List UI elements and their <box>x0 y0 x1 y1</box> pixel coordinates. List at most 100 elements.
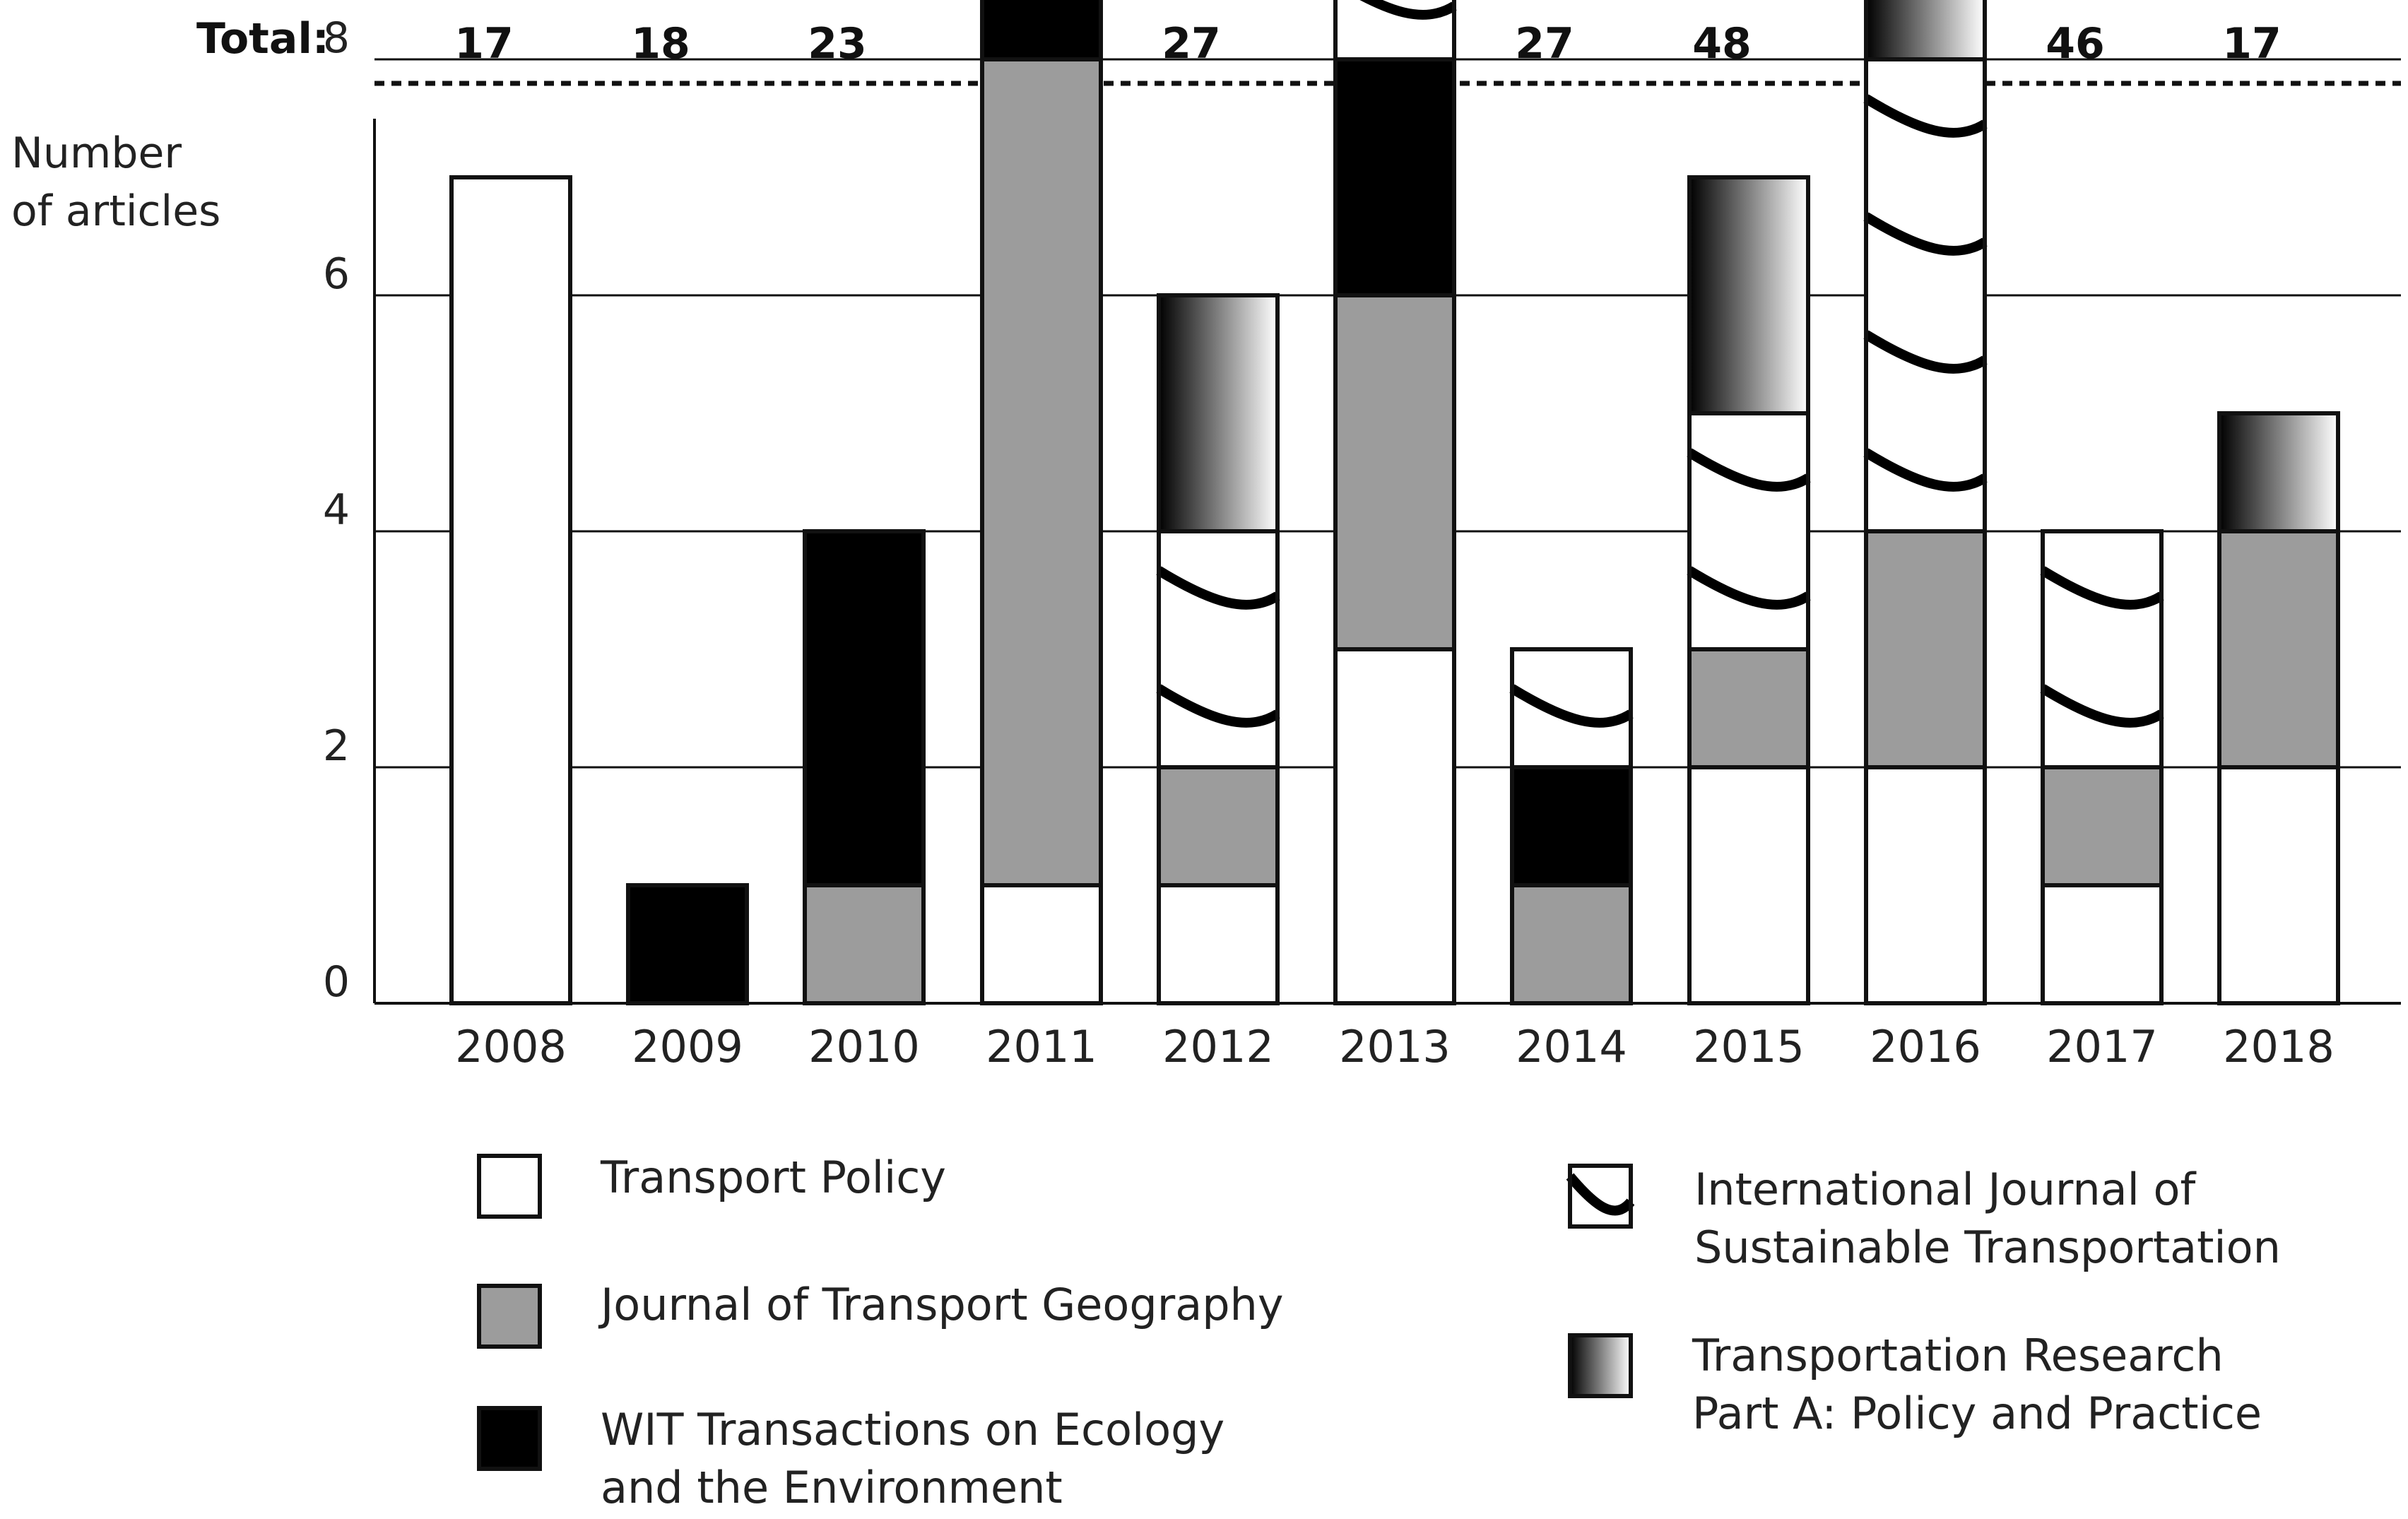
bar-segment-border <box>1568 1164 1633 1229</box>
wave-stroke <box>1687 566 1811 610</box>
bar-segment-2012-1 <box>1157 765 1280 887</box>
bar-segment-fill <box>1335 649 1454 1003</box>
bar-segment-fill <box>1866 531 1985 767</box>
total-value: 17 <box>454 19 514 69</box>
bar-2012 <box>1156 293 1280 1005</box>
wave-stroke <box>1509 684 1634 728</box>
bar-segment-fill <box>1866 59 1985 531</box>
legend-label: Transportation Research <box>1692 1330 2224 1381</box>
legend-label: Journal of Transport Geography <box>598 1279 1284 1330</box>
bar-segment-2018-1 <box>2217 529 2340 769</box>
legend-item: Journal of Transport Geography <box>477 1279 1284 1349</box>
bar-segment-border <box>1333 0 1456 61</box>
x-tick-label: 2018 <box>2223 1021 2335 1072</box>
bar-segment-border <box>1687 175 1810 415</box>
y-tick-label: 2 <box>323 721 350 771</box>
wave-stroke <box>2040 566 2164 610</box>
bar-segment-border <box>2217 411 2340 533</box>
bar-2014 <box>1509 647 1634 1005</box>
total-value: 18 <box>631 19 690 69</box>
bar-segment-2015-0 <box>1687 765 1810 1005</box>
bar-segment-fill <box>805 531 923 885</box>
bars <box>449 0 2340 1005</box>
bar-segment-border <box>1568 1333 1633 1398</box>
bar-segment-2016-4 <box>1864 0 1987 61</box>
total-value: 17 <box>2222 19 2282 69</box>
bar-segment-2018-0 <box>2217 765 2340 1005</box>
bar-segment-2016-3 <box>1863 57 1988 533</box>
bar-segment-fill <box>1866 767 1985 1003</box>
legend-label: Sustainable Transportation <box>1694 1222 2281 1273</box>
bar-2015 <box>1687 175 1811 1005</box>
bar-segment-2009-2 <box>626 883 749 1005</box>
bar-segment-2015-4 <box>1687 175 1810 415</box>
x-tick-label: 2008 <box>455 1021 567 1072</box>
wave-stroke <box>1359 0 1457 20</box>
bar-segment-fill <box>1159 531 1277 767</box>
bar-segment-border <box>2041 529 2164 769</box>
bar-segment-2015-3 <box>1687 411 1811 651</box>
bar-segment-2013-1 <box>1333 293 1456 651</box>
y-tick-label: 8 <box>323 13 350 63</box>
bar-segment-fill <box>1689 767 1808 1003</box>
bar-segment-fill <box>479 1286 540 1347</box>
bar-segment-2013-2 <box>1333 57 1456 297</box>
bar-segment-fill <box>2219 531 2338 767</box>
bar-segment-fill <box>2043 885 2161 1003</box>
bar-segment-border <box>803 529 926 887</box>
bar-segment-border <box>477 1406 542 1471</box>
x-tick-label: 2013 <box>1339 1021 1451 1072</box>
bar-segment-2012-0 <box>1157 883 1280 1005</box>
legend-swatch <box>477 1406 542 1471</box>
bar-segment-fill <box>452 177 570 1003</box>
bar-segment-fill <box>2043 531 2161 767</box>
bar-segment-2012-4 <box>1157 293 1280 533</box>
bar-segment-fill <box>1159 295 1277 531</box>
bar-2017 <box>2040 529 2164 1005</box>
bar-segment-fill <box>2219 767 2338 1003</box>
bar-segment-fill <box>1335 295 1454 649</box>
bar-segment-2011-1 <box>980 57 1103 887</box>
x-tick-label: 2014 <box>1516 1021 1627 1072</box>
bar-segment-border <box>477 1154 542 1219</box>
bar-segment-2016-0 <box>1864 765 1987 1005</box>
bar-2010 <box>803 529 926 1005</box>
wave-stroke <box>1863 94 1988 138</box>
bar-segment-2008-0 <box>449 175 572 1005</box>
bar-segment-fill <box>982 885 1101 1003</box>
bar-2009 <box>626 883 749 1005</box>
bar-segment-fill <box>1512 767 1631 885</box>
wave-stroke <box>2040 684 2164 728</box>
bar-segment-2014-2 <box>1510 765 1633 887</box>
bar-segment-2017-0 <box>2041 883 2164 1005</box>
bar-segment-fill <box>1570 1166 1631 1227</box>
legend-item: International Journal of Sustainable Tran… <box>1566 1164 2281 1273</box>
y-tick-label: 4 <box>323 485 350 535</box>
y-axis-title-line: Number <box>11 129 182 178</box>
bar-segment-2011-2 <box>980 0 1103 61</box>
bar-segment-border <box>477 1284 542 1349</box>
bar-segment-border <box>980 0 1103 61</box>
bar-2011 <box>980 0 1103 1005</box>
bar-segment-2010-1 <box>803 883 926 1005</box>
bar-segment-2017-3 <box>2040 529 2164 769</box>
total-value: 27 <box>1515 19 1574 69</box>
x-ticks: 2008 2009 2010 2011 2012 2013 2014 2015 2016 2017… <box>455 1021 2335 1072</box>
legend-label: Transport Policy <box>600 1152 946 1203</box>
bar-segment-2010-2 <box>803 529 926 887</box>
legend-item: Transportation Research Part A: Policy an… <box>1568 1330 2262 1439</box>
total-value: 46 <box>2046 19 2105 69</box>
legend-label: and the Environment <box>601 1462 1063 1513</box>
bar-segment-2014-1 <box>1510 883 1633 1005</box>
bar-segment-fill <box>2219 413 2338 531</box>
bar-segment-2011-0 <box>980 883 1103 1005</box>
legend-swatch <box>477 1284 542 1349</box>
bar-2013 <box>1333 0 1457 1005</box>
bar-segment-fill <box>1512 649 1631 767</box>
wave-stroke <box>1156 684 1280 728</box>
x-tick-label: 2009 <box>632 1021 743 1072</box>
wave-stroke <box>1566 1173 1635 1216</box>
bar-segment-fill <box>1159 885 1277 1003</box>
bar-segment-2013-3 <box>1333 0 1457 61</box>
bar-segment-fill <box>479 1156 540 1217</box>
